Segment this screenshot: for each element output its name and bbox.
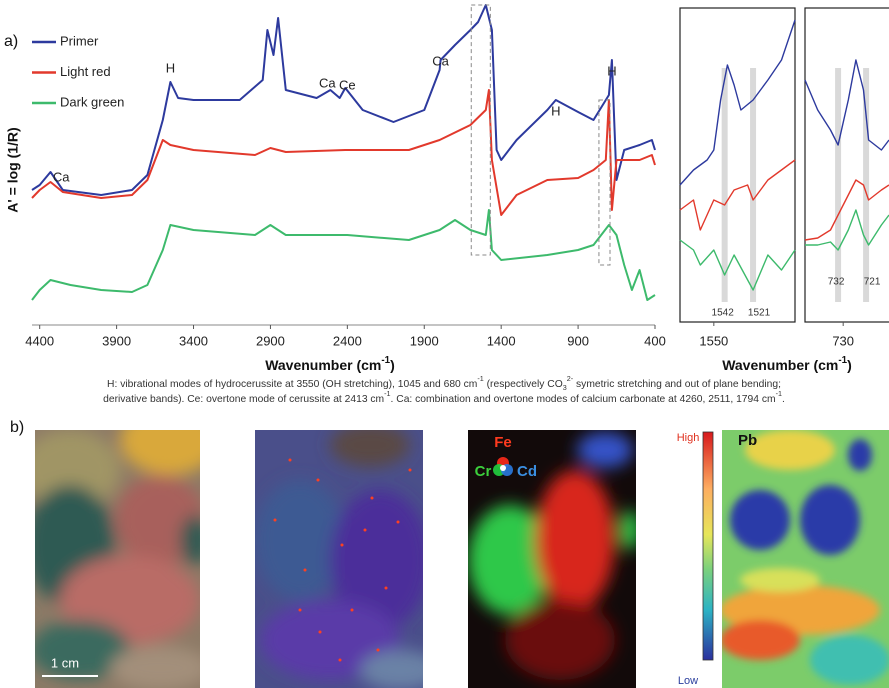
- text-run: -1: [384, 389, 390, 398]
- peak-label: Ca: [319, 75, 336, 90]
- text-run: 2-: [567, 374, 574, 383]
- x-tick-label: 3900: [102, 333, 131, 348]
- spectrum-line: [805, 209, 889, 251]
- legend-label: Light red: [60, 64, 111, 79]
- x-tick-label: 2400: [333, 333, 362, 348]
- zoom-box: [470, 4, 491, 256]
- x-tick-label: 400: [644, 333, 666, 348]
- peak-label: Ca: [432, 53, 449, 68]
- x-axis-label: Wavenumber (cm-1): [265, 355, 395, 373]
- spectrum-line: [679, 159, 796, 231]
- text-run: H: vibrational modes of hydrocerussite a…: [107, 379, 477, 390]
- legend-label: Dark green: [60, 94, 124, 109]
- y-axis-label: A' = log (1/R): [5, 127, 21, 212]
- spectrum-line: [31, 209, 656, 301]
- spectrum-line: [31, 89, 656, 216]
- band-label: 1542: [712, 308, 735, 319]
- peak-label: Ca: [53, 169, 70, 184]
- spectrum-line: [804, 179, 889, 241]
- text-run: derivative bands). Ce: overtone mode of …: [103, 394, 384, 405]
- text-run: Wavenumber (cm: [722, 357, 838, 373]
- spectrum-line: [31, 4, 656, 196]
- x-tick-label: 1550: [699, 333, 728, 348]
- spectrum-line: [804, 59, 889, 151]
- spectrum-line: [679, 239, 796, 291]
- panel-label: b): [10, 419, 24, 436]
- caption-line: H: vibrational modes of hydrocerussite a…: [107, 374, 781, 392]
- legend-label: Primer: [60, 33, 99, 48]
- peak-label: H: [166, 60, 175, 75]
- rgb-map: Fe Cr Cd: [468, 430, 636, 688]
- text-run: -1: [776, 389, 782, 398]
- text-run: -1: [838, 355, 847, 366]
- peak-label: Ce: [339, 77, 356, 92]
- channel-label: Fe: [494, 434, 512, 451]
- text-run: symetric stretching and out of plane ben…: [573, 379, 781, 390]
- x-axis-label: Wavenumber (cm-1): [722, 355, 852, 373]
- text-run: ): [390, 357, 395, 373]
- channel-label: Cd: [517, 463, 537, 480]
- text-run: -1: [477, 374, 483, 383]
- inset-frame: [804, 7, 889, 323]
- text-run: (respectively CO: [484, 379, 563, 390]
- photo: 1 cm: [35, 430, 200, 688]
- x-tick-label: 3400: [179, 333, 208, 348]
- text-run: .: [782, 394, 785, 405]
- caption: H: vibrational modes of hydrocerussite a…: [103, 374, 785, 404]
- zoom-box: [598, 99, 611, 266]
- x-tick-label: 1400: [487, 333, 516, 348]
- spectrum-line: [679, 19, 796, 186]
- text-run: ): [847, 357, 852, 373]
- x-tick-label: 730: [832, 333, 854, 348]
- inset-frame: [679, 7, 796, 323]
- channel-label: Cr: [475, 463, 492, 480]
- peak-label: H: [551, 103, 560, 118]
- scale-bar-label: 1 cm: [51, 655, 79, 670]
- caption-line: derivative bands). Ce: overtone mode of …: [103, 389, 785, 404]
- x-tick-label: 4400: [25, 333, 54, 348]
- x-tick-label: 900: [567, 333, 589, 348]
- colorbar-low: Low: [678, 675, 698, 687]
- colorbar: [702, 431, 714, 661]
- band-label: 732: [828, 277, 845, 288]
- peak-label: H: [607, 63, 616, 78]
- band: [863, 68, 870, 302]
- band: [835, 68, 842, 302]
- element-map: Pb: [722, 430, 889, 688]
- band-label: 721: [864, 277, 881, 288]
- x-tick-label: 2900: [256, 333, 285, 348]
- text-run: 3: [563, 383, 567, 392]
- panel-label: a): [4, 33, 18, 50]
- text-run: Wavenumber (cm: [265, 357, 381, 373]
- photo-uv: [255, 430, 423, 688]
- text-run: . Ca: combination and overtone modes of …: [391, 394, 776, 405]
- band-label: 1521: [748, 308, 771, 319]
- band: [750, 68, 757, 302]
- band: [721, 68, 728, 302]
- colorbar-high: High: [677, 432, 700, 444]
- element-label: Pb: [738, 432, 757, 449]
- x-tick-label: 1900: [410, 333, 439, 348]
- text-run: -1: [381, 355, 390, 366]
